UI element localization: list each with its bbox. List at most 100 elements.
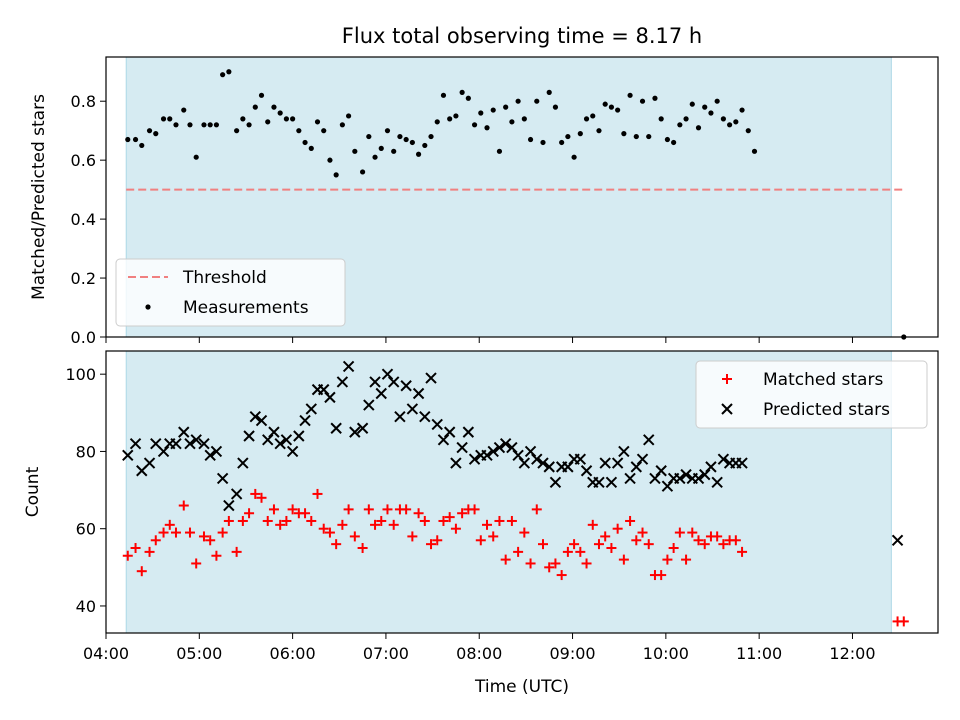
predicted-point: [268, 426, 280, 438]
matched-point: [581, 558, 592, 569]
matched-point: [370, 519, 381, 530]
measurement-point: [720, 116, 726, 122]
measurement-point: [727, 122, 733, 128]
matched-point: [300, 508, 311, 519]
predicted-point: [363, 399, 375, 411]
matched-point: [432, 535, 443, 546]
predicted-point: [223, 499, 235, 512]
measurement-point: [552, 104, 559, 110]
matched-point: [469, 504, 480, 515]
predicted-point: [574, 453, 587, 465]
measurement-point: [146, 128, 153, 134]
predicted-point: [190, 434, 202, 446]
top-y-tick-label: 0.4: [71, 210, 96, 229]
matched-point: [569, 539, 580, 550]
predicted-point: [274, 438, 286, 450]
matched-point: [562, 546, 573, 557]
matched-point: [637, 527, 648, 538]
measurement-point: [615, 107, 621, 113]
x-tick-label: 08:00: [456, 644, 502, 663]
predicted-point: [184, 438, 196, 450]
predicted-point: [630, 461, 643, 473]
predicted-point: [481, 449, 493, 462]
matched-point: [262, 515, 273, 526]
measurement-point: [559, 139, 565, 146]
predicted-point: [349, 426, 361, 438]
predicted-point: [170, 438, 182, 450]
predicted-point: [543, 461, 555, 473]
predicted-point: [356, 422, 369, 434]
measurement-point: [213, 122, 220, 128]
predicted-point: [580, 465, 593, 477]
matched-point: [122, 550, 133, 561]
measurement-point: [702, 104, 708, 110]
predicted-point: [230, 488, 243, 500]
predicted-point: [336, 376, 349, 388]
matched-point: [205, 535, 216, 546]
measurement-point: [453, 113, 459, 119]
predicted-point: [717, 453, 730, 465]
matched-point: [211, 550, 222, 561]
measurement-point: [321, 128, 327, 134]
bottom-y-tick-label: 80: [76, 442, 96, 461]
measurement-point: [415, 151, 422, 157]
x-tick-label: 10:00: [643, 644, 689, 663]
measurement-point: [378, 145, 384, 151]
legend-predicted-swatch: [721, 403, 733, 415]
measurement-point: [515, 98, 521, 104]
predicted-point: [330, 422, 342, 434]
x-tick-label: 12:00: [829, 644, 875, 663]
measurement-point: [391, 148, 397, 154]
measurement-point: [314, 119, 321, 125]
measurement-point: [153, 131, 159, 137]
predicted-point: [531, 453, 543, 465]
predicted-point: [237, 457, 249, 469]
bottom-y-tick-label: 60: [76, 520, 96, 539]
matched-point: [687, 527, 698, 538]
measurement-point: [521, 116, 527, 122]
predicted-point: [512, 449, 524, 462]
predicted-point: [618, 445, 630, 458]
matched-point: [419, 515, 430, 526]
measurement-point: [359, 169, 366, 175]
measurement-point: [658, 116, 664, 122]
matched-point: [363, 504, 374, 515]
predicted-point: [611, 457, 624, 469]
predicted-point: [487, 445, 499, 458]
matched-point: [550, 558, 561, 569]
matched-point: [482, 519, 493, 530]
matched-point: [306, 515, 317, 526]
matched-point: [281, 515, 292, 526]
matched-point: [625, 515, 636, 526]
predicted-point: [412, 387, 425, 400]
matched-point: [144, 546, 155, 557]
measurement-point: [132, 136, 139, 143]
matched-point: [312, 488, 323, 499]
top-legend: Threshold Measurements: [115, 258, 346, 327]
matched-point: [488, 531, 499, 542]
predicted-point: [210, 445, 223, 458]
measurement-point: [403, 136, 409, 143]
predicted-point: [599, 457, 611, 469]
bottom-axes-frame: [105, 350, 939, 634]
predicted-point: [394, 410, 406, 423]
top-y-tick-label: 0.8: [71, 92, 96, 111]
matched-point: [513, 546, 524, 557]
matched-point: [158, 527, 169, 538]
matched-point: [130, 543, 141, 554]
matched-point: [287, 504, 298, 515]
measurement-point: [308, 145, 314, 151]
bottom-legend: Matched stars Predicted stars: [695, 360, 928, 429]
measurement-point: [608, 104, 615, 110]
predicted-point: [431, 418, 443, 431]
measurement-point: [583, 116, 590, 122]
predicted-point: [624, 472, 636, 485]
measurement-point: [327, 157, 333, 163]
measurement-point: [627, 92, 633, 98]
measurement-point: [646, 133, 652, 140]
bottom-y-axis-label: Count: [23, 466, 43, 517]
predicted-point: [705, 461, 717, 473]
matched-point: [198, 531, 209, 542]
measurement-point: [689, 101, 695, 107]
predicted-point: [425, 372, 437, 384]
